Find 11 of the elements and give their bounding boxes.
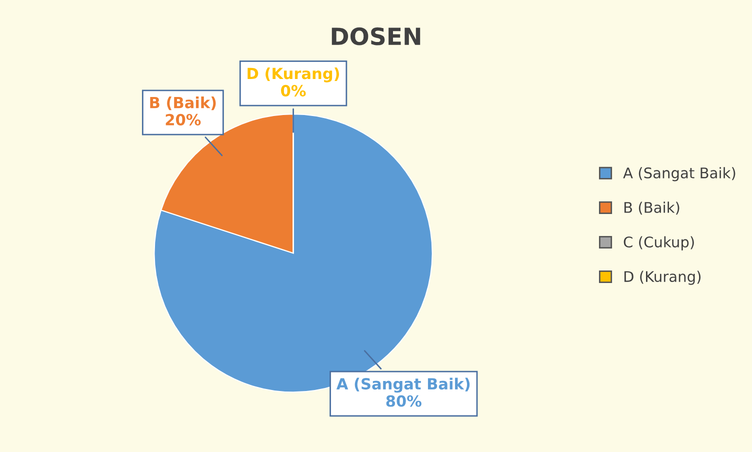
legend-label: A (Sangat Baik) [623,167,736,182]
slice-label: A (Sangat Baik) [336,378,470,393]
text: 0% [281,84,306,96]
data-label: 80% [386,395,422,407]
data-label: 20% [166,114,201,126]
legend-label: B (Baik) [624,202,680,215]
chart-title: DOSEN [332,27,420,46]
legend-label: C (Cukup) [624,236,694,250]
category-label: D (Kurang) [248,67,340,82]
slice-label: B (Baik) [150,96,216,110]
legend-label: D (Kurang) [624,270,701,285]
